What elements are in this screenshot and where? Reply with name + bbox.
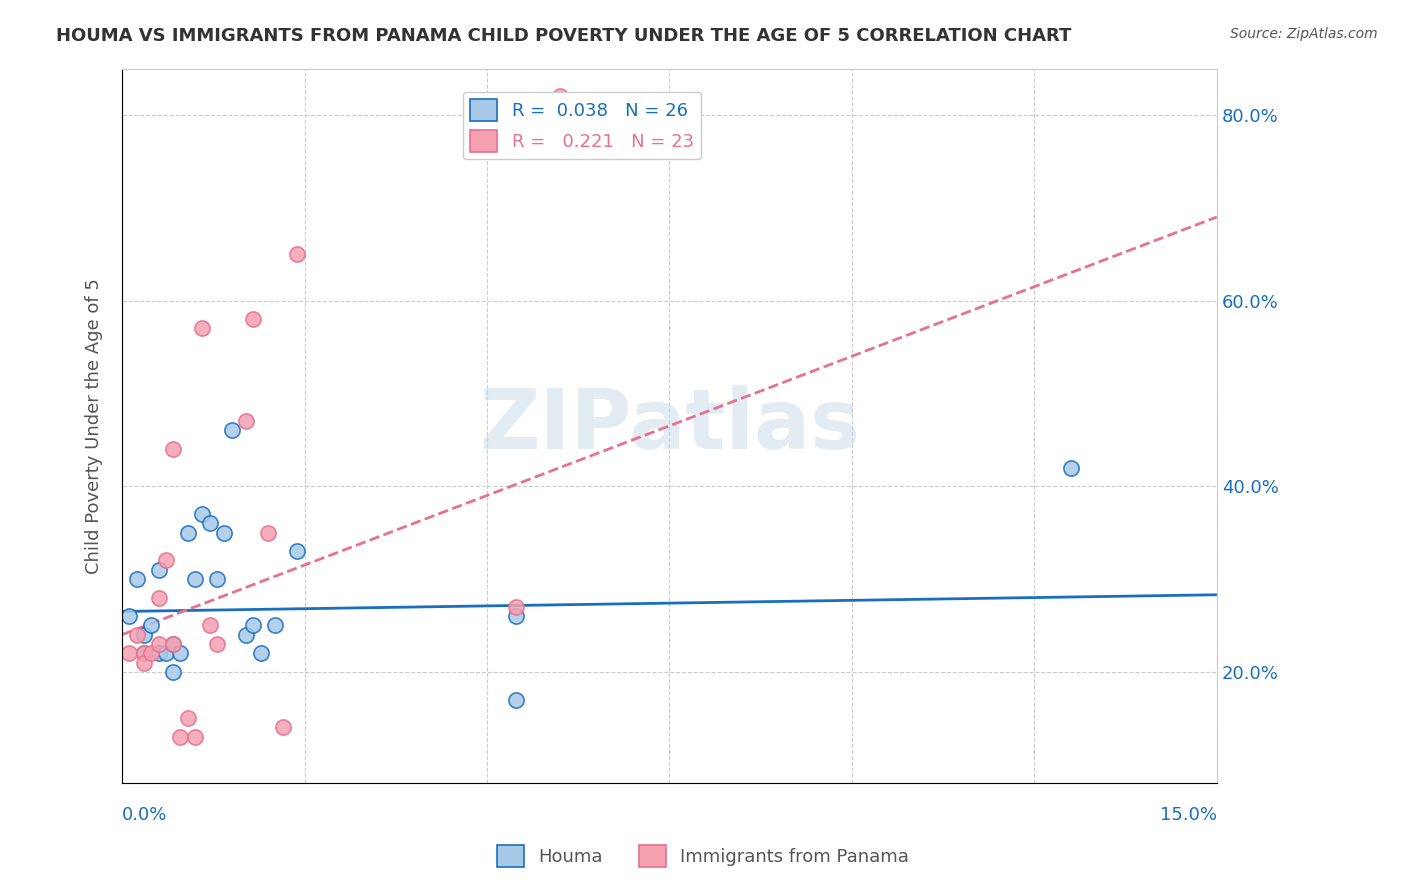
- Point: [242, 618, 264, 632]
- Legend: R =  0.038   N = 26, R =   0.221   N = 23: R = 0.038 N = 26, R = 0.221 N = 23: [463, 92, 700, 160]
- Text: 15.0%: 15.0%: [1160, 806, 1216, 824]
- Point: [257, 525, 280, 540]
- Point: [505, 609, 527, 624]
- Point: [285, 544, 308, 558]
- Point: [148, 637, 170, 651]
- Text: ZIPatlas: ZIPatlas: [479, 385, 860, 467]
- Point: [169, 646, 191, 660]
- Point: [125, 572, 148, 586]
- Point: [148, 563, 170, 577]
- Point: [191, 507, 214, 521]
- Point: [141, 618, 163, 632]
- Point: [505, 692, 527, 706]
- Point: [242, 312, 264, 326]
- Point: [132, 628, 155, 642]
- Point: [148, 591, 170, 605]
- Point: [155, 646, 177, 660]
- Point: [132, 646, 155, 660]
- Point: [125, 628, 148, 642]
- Point: [191, 321, 214, 335]
- Point: [162, 442, 184, 456]
- Point: [271, 721, 294, 735]
- Point: [184, 572, 207, 586]
- Point: [1060, 460, 1083, 475]
- Point: [249, 646, 271, 660]
- Point: [169, 730, 191, 744]
- Point: [198, 618, 221, 632]
- Point: [198, 516, 221, 531]
- Point: [155, 553, 177, 567]
- Point: [162, 637, 184, 651]
- Y-axis label: Child Poverty Under the Age of 5: Child Poverty Under the Age of 5: [86, 278, 103, 574]
- Point: [285, 247, 308, 261]
- Point: [221, 424, 243, 438]
- Point: [177, 525, 200, 540]
- Point: [162, 665, 184, 679]
- Point: [162, 637, 184, 651]
- Text: 0.0%: 0.0%: [122, 806, 167, 824]
- Text: Source: ZipAtlas.com: Source: ZipAtlas.com: [1230, 27, 1378, 41]
- Point: [118, 609, 141, 624]
- Point: [548, 89, 571, 103]
- Point: [205, 637, 228, 651]
- Point: [212, 525, 235, 540]
- Point: [132, 656, 155, 670]
- Point: [118, 646, 141, 660]
- Text: HOUMA VS IMMIGRANTS FROM PANAMA CHILD POVERTY UNDER THE AGE OF 5 CORRELATION CHA: HOUMA VS IMMIGRANTS FROM PANAMA CHILD PO…: [56, 27, 1071, 45]
- Point: [132, 646, 155, 660]
- Point: [148, 646, 170, 660]
- Point: [235, 414, 257, 428]
- Point: [205, 572, 228, 586]
- Legend: Houma, Immigrants from Panama: Houma, Immigrants from Panama: [489, 838, 917, 874]
- Point: [235, 628, 257, 642]
- Point: [177, 711, 200, 725]
- Point: [184, 730, 207, 744]
- Point: [264, 618, 287, 632]
- Point: [141, 646, 163, 660]
- Point: [505, 599, 527, 614]
